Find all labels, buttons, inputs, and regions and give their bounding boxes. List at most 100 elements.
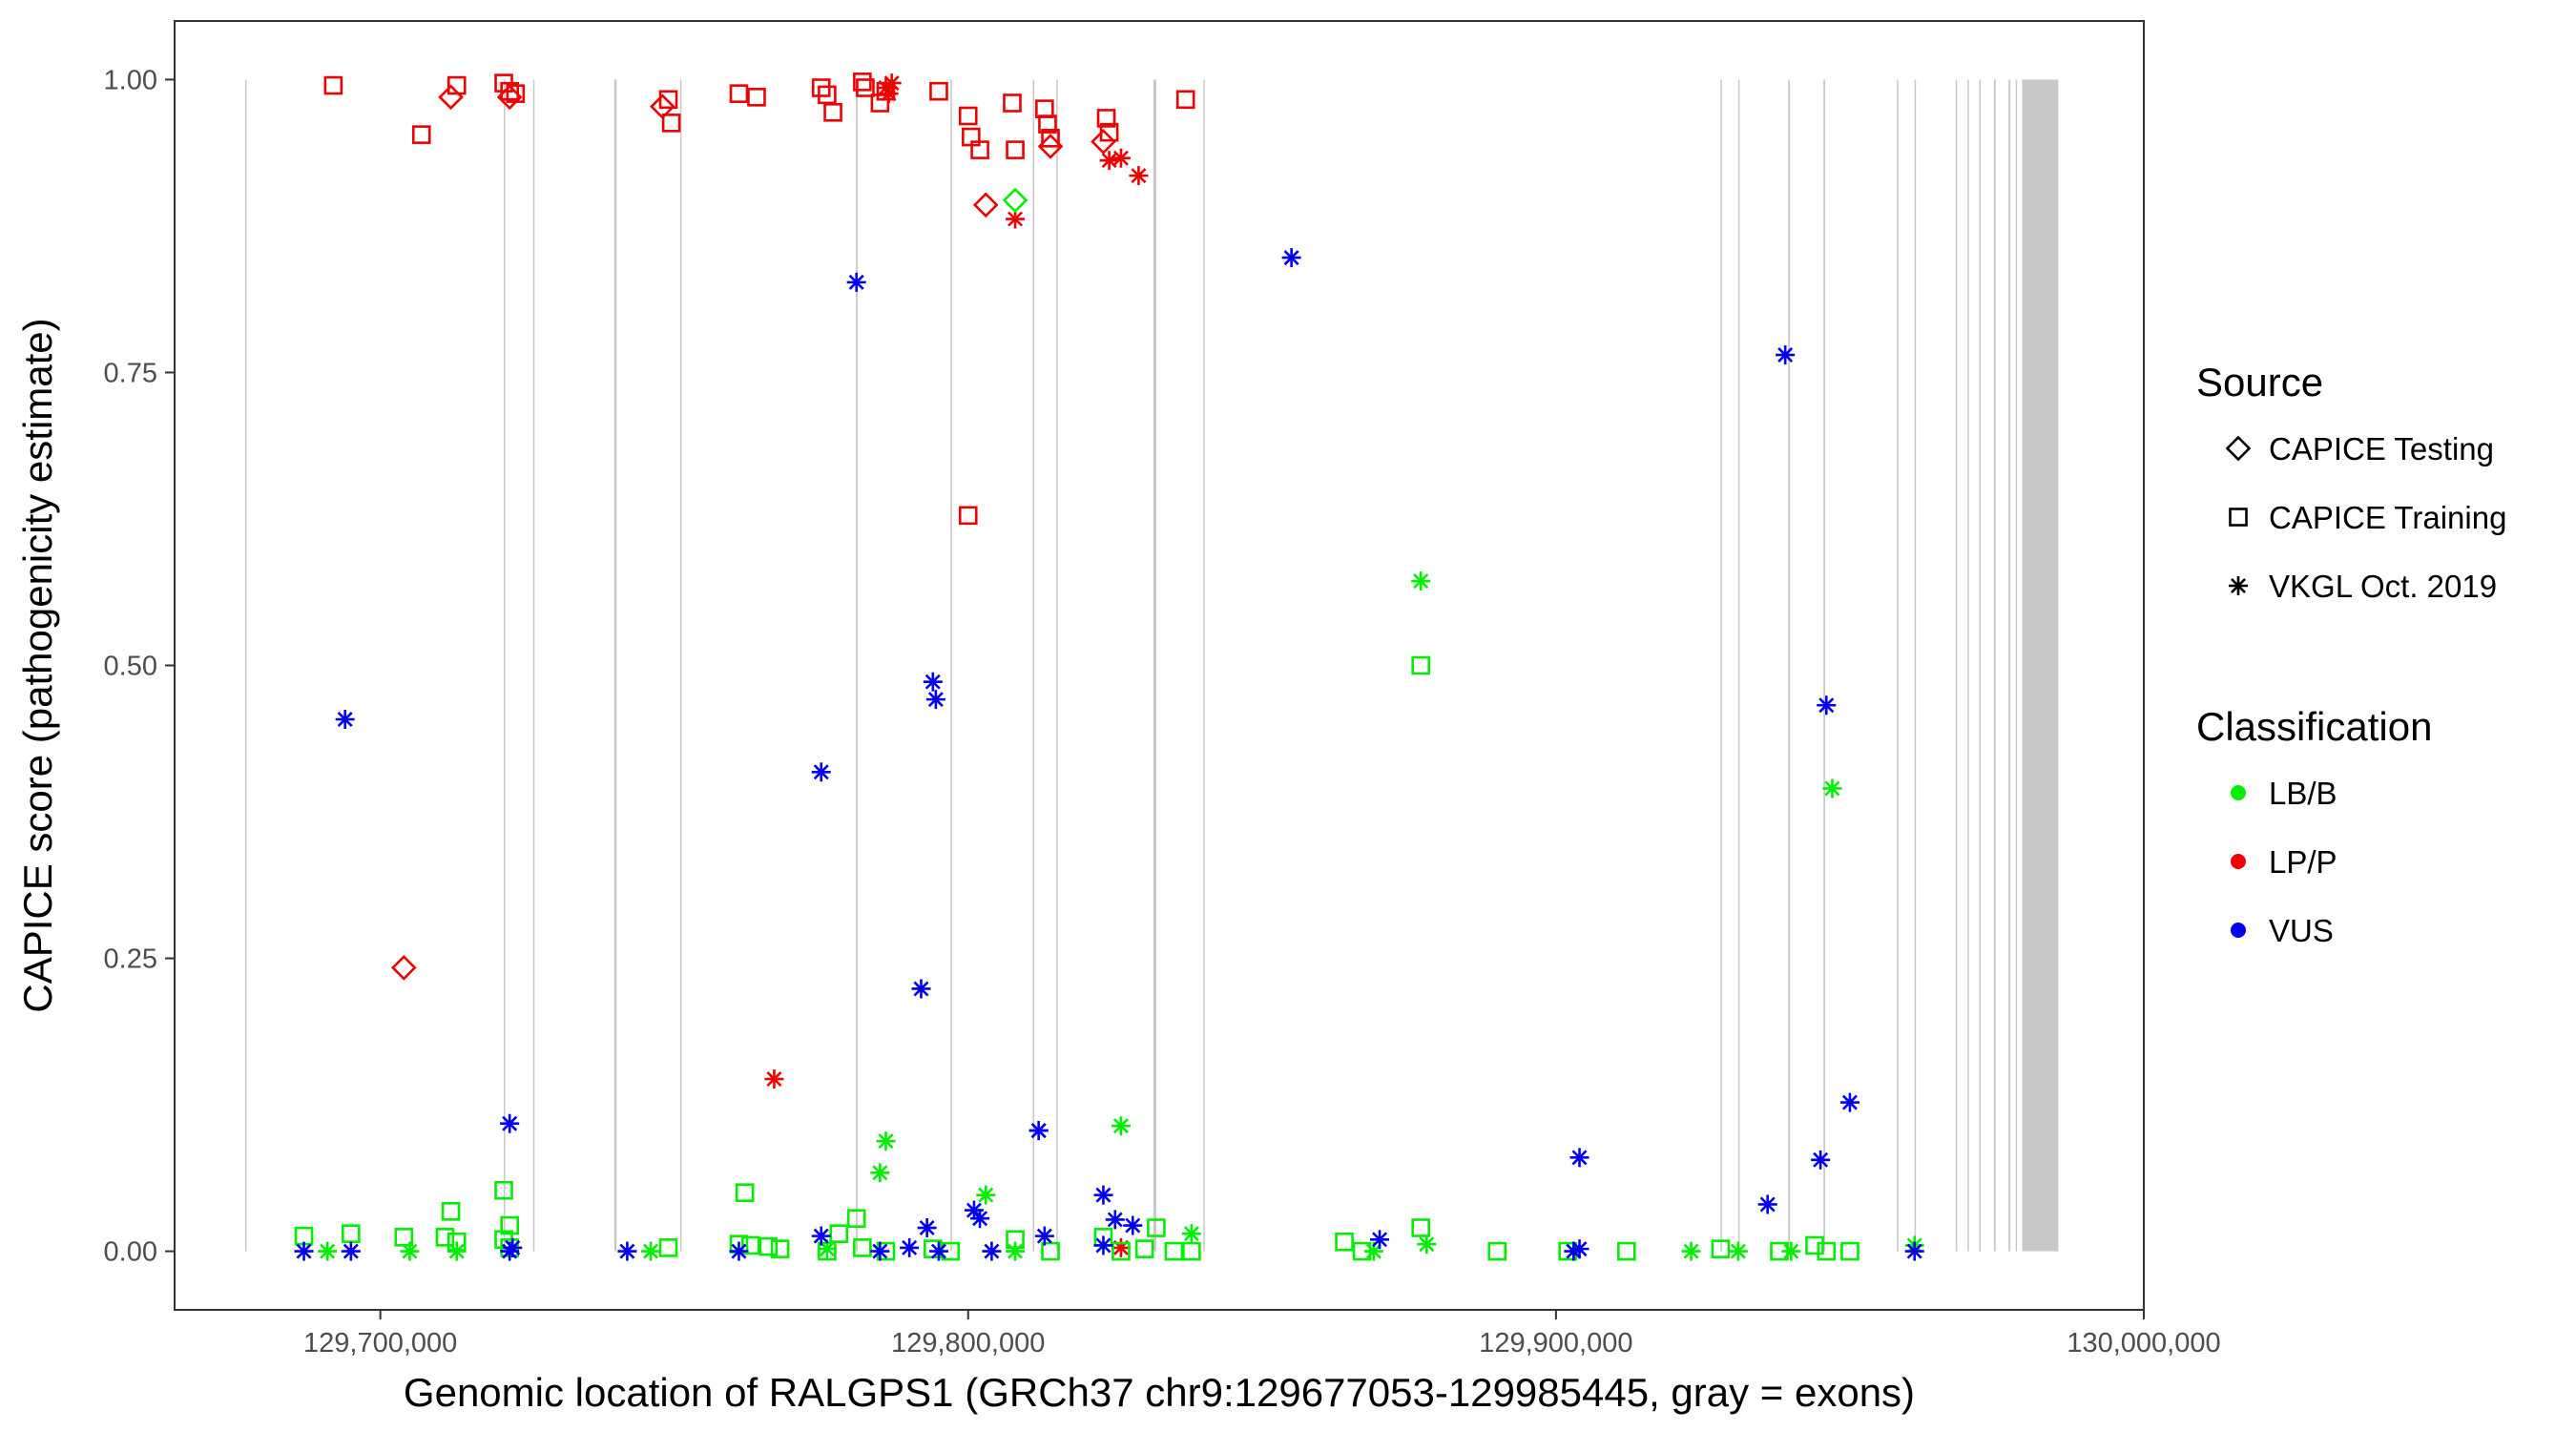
data-point (1711, 1239, 1731, 1258)
data-point (870, 1241, 890, 1261)
exon-band (856, 79, 858, 1252)
data-point (1091, 129, 1116, 155)
data-point (829, 1224, 849, 1243)
data-point (1617, 1241, 1636, 1261)
data-point (1776, 345, 1796, 365)
data-point (1335, 1232, 1354, 1252)
data-point (1411, 655, 1430, 675)
data-point (435, 1228, 455, 1247)
data-point (1105, 1210, 1125, 1230)
legend-color-dot (2231, 785, 2246, 800)
y-tick-label: 0.00 (104, 1237, 157, 1268)
data-point (1411, 571, 1431, 591)
series-capice-testing-lb-b (1002, 187, 1028, 214)
data-point (817, 1239, 837, 1259)
exon-band (1203, 79, 1205, 1252)
data-point (1569, 1239, 1589, 1259)
series-vkgl-vus (294, 248, 1924, 1261)
exon-band (1823, 79, 1826, 1252)
series-vkgl-lb-b (318, 571, 1924, 1261)
x-tick-label: 129,900,000 (1479, 1328, 1632, 1358)
legend-diamond-key (2225, 435, 2252, 462)
data-point (976, 1185, 996, 1205)
data-point (1811, 1150, 1831, 1170)
data-point (1822, 778, 1842, 798)
data-point (958, 506, 978, 526)
data-point (1840, 1241, 1859, 1261)
data-point (318, 1241, 338, 1261)
data-points (294, 73, 1924, 1261)
data-point (1003, 93, 1022, 113)
data-point (758, 1236, 779, 1256)
data-point (1134, 1239, 1154, 1258)
x-axis: 129,700,000 129,800,000 129,900,000 130,000… (303, 1310, 2221, 1358)
series-capice-testing-lp-p (390, 84, 1116, 981)
data-point (1111, 1237, 1131, 1257)
exon-band (1788, 79, 1791, 1252)
data-point (503, 1237, 523, 1257)
data-point (970, 140, 989, 159)
data-point (853, 1238, 872, 1257)
data-point (1034, 1226, 1054, 1246)
data-point (294, 1241, 314, 1261)
data-point (747, 88, 766, 107)
data-point (929, 81, 948, 101)
legend-square-key (2229, 508, 2248, 527)
exon-band (613, 79, 617, 1252)
data-point (1111, 148, 1131, 168)
data-point (1093, 1235, 1113, 1255)
data-point (335, 709, 355, 729)
data-point (729, 84, 749, 103)
data-point (1038, 114, 1057, 134)
exon-band (1897, 79, 1899, 1252)
legend-source-items: CAPICE Testing CAPICE Training VKGL Oct. 2… (2225, 431, 2506, 604)
legend-asterisk-key (2229, 576, 2248, 595)
data-point (764, 1069, 784, 1089)
data-point (494, 1180, 513, 1200)
data-point (1805, 1235, 1824, 1255)
data-point (658, 1238, 678, 1257)
data-point (441, 1202, 461, 1221)
legend-classification-items: LB/B LP/P VUS (2231, 776, 2337, 948)
legend-color-dot (2231, 854, 2246, 869)
exon-band (1720, 79, 1722, 1252)
x-tick-label: 129,800,000 (891, 1328, 1045, 1358)
legend: Source Classification CAPICE TestingCAPI… (2196, 360, 2506, 948)
exon-band (1955, 79, 1958, 1252)
legend-class-label: VUS (2269, 913, 2334, 948)
exon-band (2008, 79, 2011, 1252)
data-point (500, 1113, 520, 1133)
data-point (641, 1241, 661, 1261)
data-point (496, 84, 523, 111)
data-point (1728, 1241, 1748, 1261)
x-axis-title: Genomic location of RALGPS1 (GRCh37 chr9… (404, 1370, 1915, 1415)
data-point (879, 84, 899, 104)
data-point (1281, 248, 1301, 268)
data-point (1006, 1241, 1026, 1261)
data-point (1175, 90, 1195, 110)
data-point (323, 75, 343, 95)
data-point (1123, 1215, 1143, 1235)
legend-class-label: LB/B (2269, 776, 2337, 811)
data-point (1041, 129, 1060, 148)
data-point (500, 81, 519, 101)
y-tick-label: 0.75 (104, 358, 157, 388)
data-point (1569, 1148, 1589, 1168)
data-point (740, 1235, 760, 1255)
data-point (1370, 1230, 1390, 1250)
data-point (500, 1215, 519, 1235)
data-point (341, 1241, 361, 1261)
legend-source-label: CAPICE Training (2269, 500, 2506, 535)
data-point (1164, 1241, 1184, 1261)
data-point (970, 1209, 990, 1229)
data-point (1817, 1241, 1837, 1261)
exon-band (1737, 79, 1740, 1252)
data-point (846, 272, 866, 292)
data-point (617, 1241, 637, 1261)
data-point (1181, 1224, 1201, 1244)
data-point (1111, 1241, 1131, 1261)
exon-band (679, 79, 682, 1252)
exon-band (2022, 79, 2059, 1252)
